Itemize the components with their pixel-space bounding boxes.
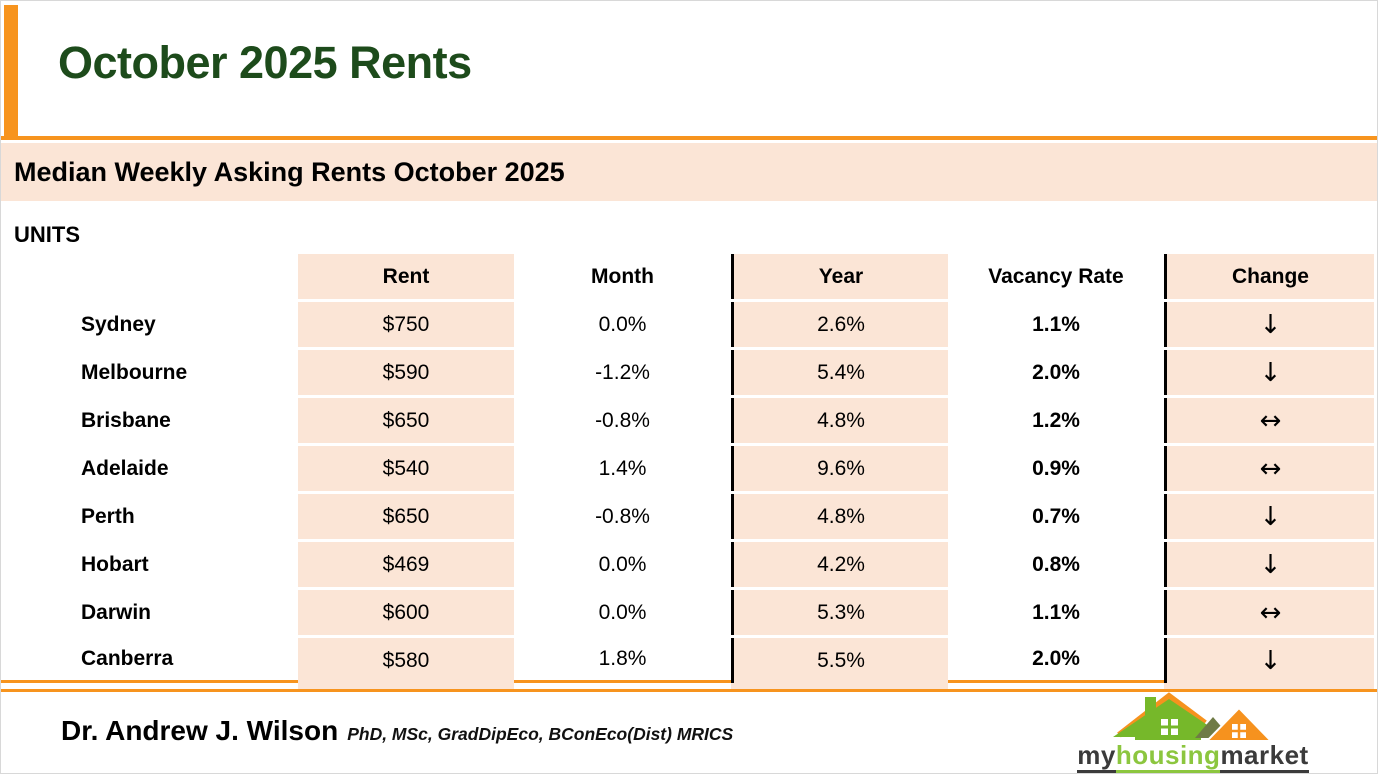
category-label: UNITS bbox=[14, 222, 80, 247]
cell-year: 2.6% bbox=[731, 302, 948, 347]
cell-year: 4.2% bbox=[731, 542, 948, 587]
page-title: October 2025 Rents bbox=[58, 37, 472, 88]
cell-change: ↔ bbox=[1164, 398, 1374, 443]
logo-text-my: my bbox=[1077, 741, 1116, 773]
cell-vacancy: 1.1% bbox=[1032, 312, 1080, 336]
col-header-city bbox=[1, 254, 298, 299]
cell-city: Sydney bbox=[81, 312, 156, 336]
cell-city: Hobart bbox=[81, 552, 149, 576]
cell-rent: $469 bbox=[298, 542, 514, 587]
cell-month: -1.2% bbox=[595, 360, 650, 384]
footer: Dr. Andrew J. Wilson PhD, MSc, GradDipEc… bbox=[61, 715, 733, 747]
cell-month: -0.8% bbox=[595, 504, 650, 528]
logo-houses-icon bbox=[1113, 692, 1274, 742]
cell-year: 4.8% bbox=[731, 494, 948, 539]
cell-city: Adelaide bbox=[81, 456, 169, 480]
bottom-divider bbox=[1, 689, 1377, 692]
cell-change: ↔ bbox=[1164, 590, 1374, 635]
cell-month: 1.8% bbox=[514, 638, 731, 683]
cell-city: Melbourne bbox=[81, 360, 188, 384]
cell-change: ↓ bbox=[1164, 542, 1374, 587]
cell-rent: $650 bbox=[298, 398, 514, 443]
cell-vacancy: 0.9% bbox=[1032, 456, 1080, 480]
cell-rent: $590 bbox=[298, 350, 514, 395]
section-title: Median Weekly Asking Rents October 2025 bbox=[14, 156, 565, 187]
cell-vacancy: 1.1% bbox=[1032, 600, 1080, 624]
cell-city: Perth bbox=[81, 504, 135, 528]
author-credentials: PhD, MSc, GradDipEco, BConEco(Dist) MRIC… bbox=[347, 724, 734, 744]
cell-month: 1.4% bbox=[598, 456, 647, 480]
cell-month: 0.0% bbox=[598, 600, 647, 624]
top-divider bbox=[1, 136, 1377, 140]
cell-year: 5.3% bbox=[731, 590, 948, 635]
cell-vacancy: 1.2% bbox=[1032, 408, 1080, 432]
cell-change: ↓ bbox=[1164, 494, 1374, 539]
cell-rent: $580 bbox=[298, 638, 514, 683]
cell-city: Canberra bbox=[1, 638, 298, 683]
col-header-year: Year bbox=[731, 254, 948, 299]
cell-year: 4.8% bbox=[731, 398, 948, 443]
col-header-change: Change bbox=[1164, 254, 1374, 299]
cell-vacancy: 2.0% bbox=[1032, 360, 1080, 384]
cell-change: ↓ bbox=[1164, 302, 1374, 347]
cell-change: ↔ bbox=[1164, 446, 1374, 491]
cell-city: Brisbane bbox=[81, 408, 171, 432]
cell-rent: $750 bbox=[298, 302, 514, 347]
col-header-rent: Rent bbox=[298, 254, 514, 299]
cell-vacancy: 0.7% bbox=[1032, 504, 1080, 528]
cell-year: 5.5% bbox=[731, 638, 948, 683]
company-logo: myhousingmarket bbox=[1065, 691, 1321, 773]
cell-change: ↓ bbox=[1164, 350, 1374, 395]
accent-bar bbox=[4, 5, 18, 138]
cell-rent: $600 bbox=[298, 590, 514, 635]
cell-month: 0.0% bbox=[598, 312, 647, 336]
cell-change: ↓ bbox=[1164, 638, 1374, 683]
section-header: Median Weekly Asking Rents October 2025 bbox=[1, 143, 1377, 201]
cell-rent: $650 bbox=[298, 494, 514, 539]
col-header-vacancy-rate: Vacancy Rate bbox=[988, 264, 1124, 288]
logo-text-market: market bbox=[1220, 741, 1309, 773]
cell-year: 9.6% bbox=[731, 446, 948, 491]
author-name: Dr. Andrew J. Wilson bbox=[61, 715, 339, 746]
logo-wordmark: myhousingmarket bbox=[1065, 741, 1321, 773]
cell-month: 0.0% bbox=[598, 552, 647, 576]
col-header-month: Month bbox=[591, 264, 654, 288]
cell-year: 5.4% bbox=[731, 350, 948, 395]
rents-table: Rent Month Year Vacancy Rate Change Sydn… bbox=[1, 254, 1374, 683]
cell-vacancy: 2.0% bbox=[948, 638, 1164, 683]
cell-city: Darwin bbox=[81, 600, 152, 624]
cell-vacancy: 0.8% bbox=[1032, 552, 1080, 576]
logo-text-housing: housing bbox=[1115, 741, 1221, 773]
cell-rent: $540 bbox=[298, 446, 514, 491]
cell-month: -0.8% bbox=[595, 408, 650, 432]
